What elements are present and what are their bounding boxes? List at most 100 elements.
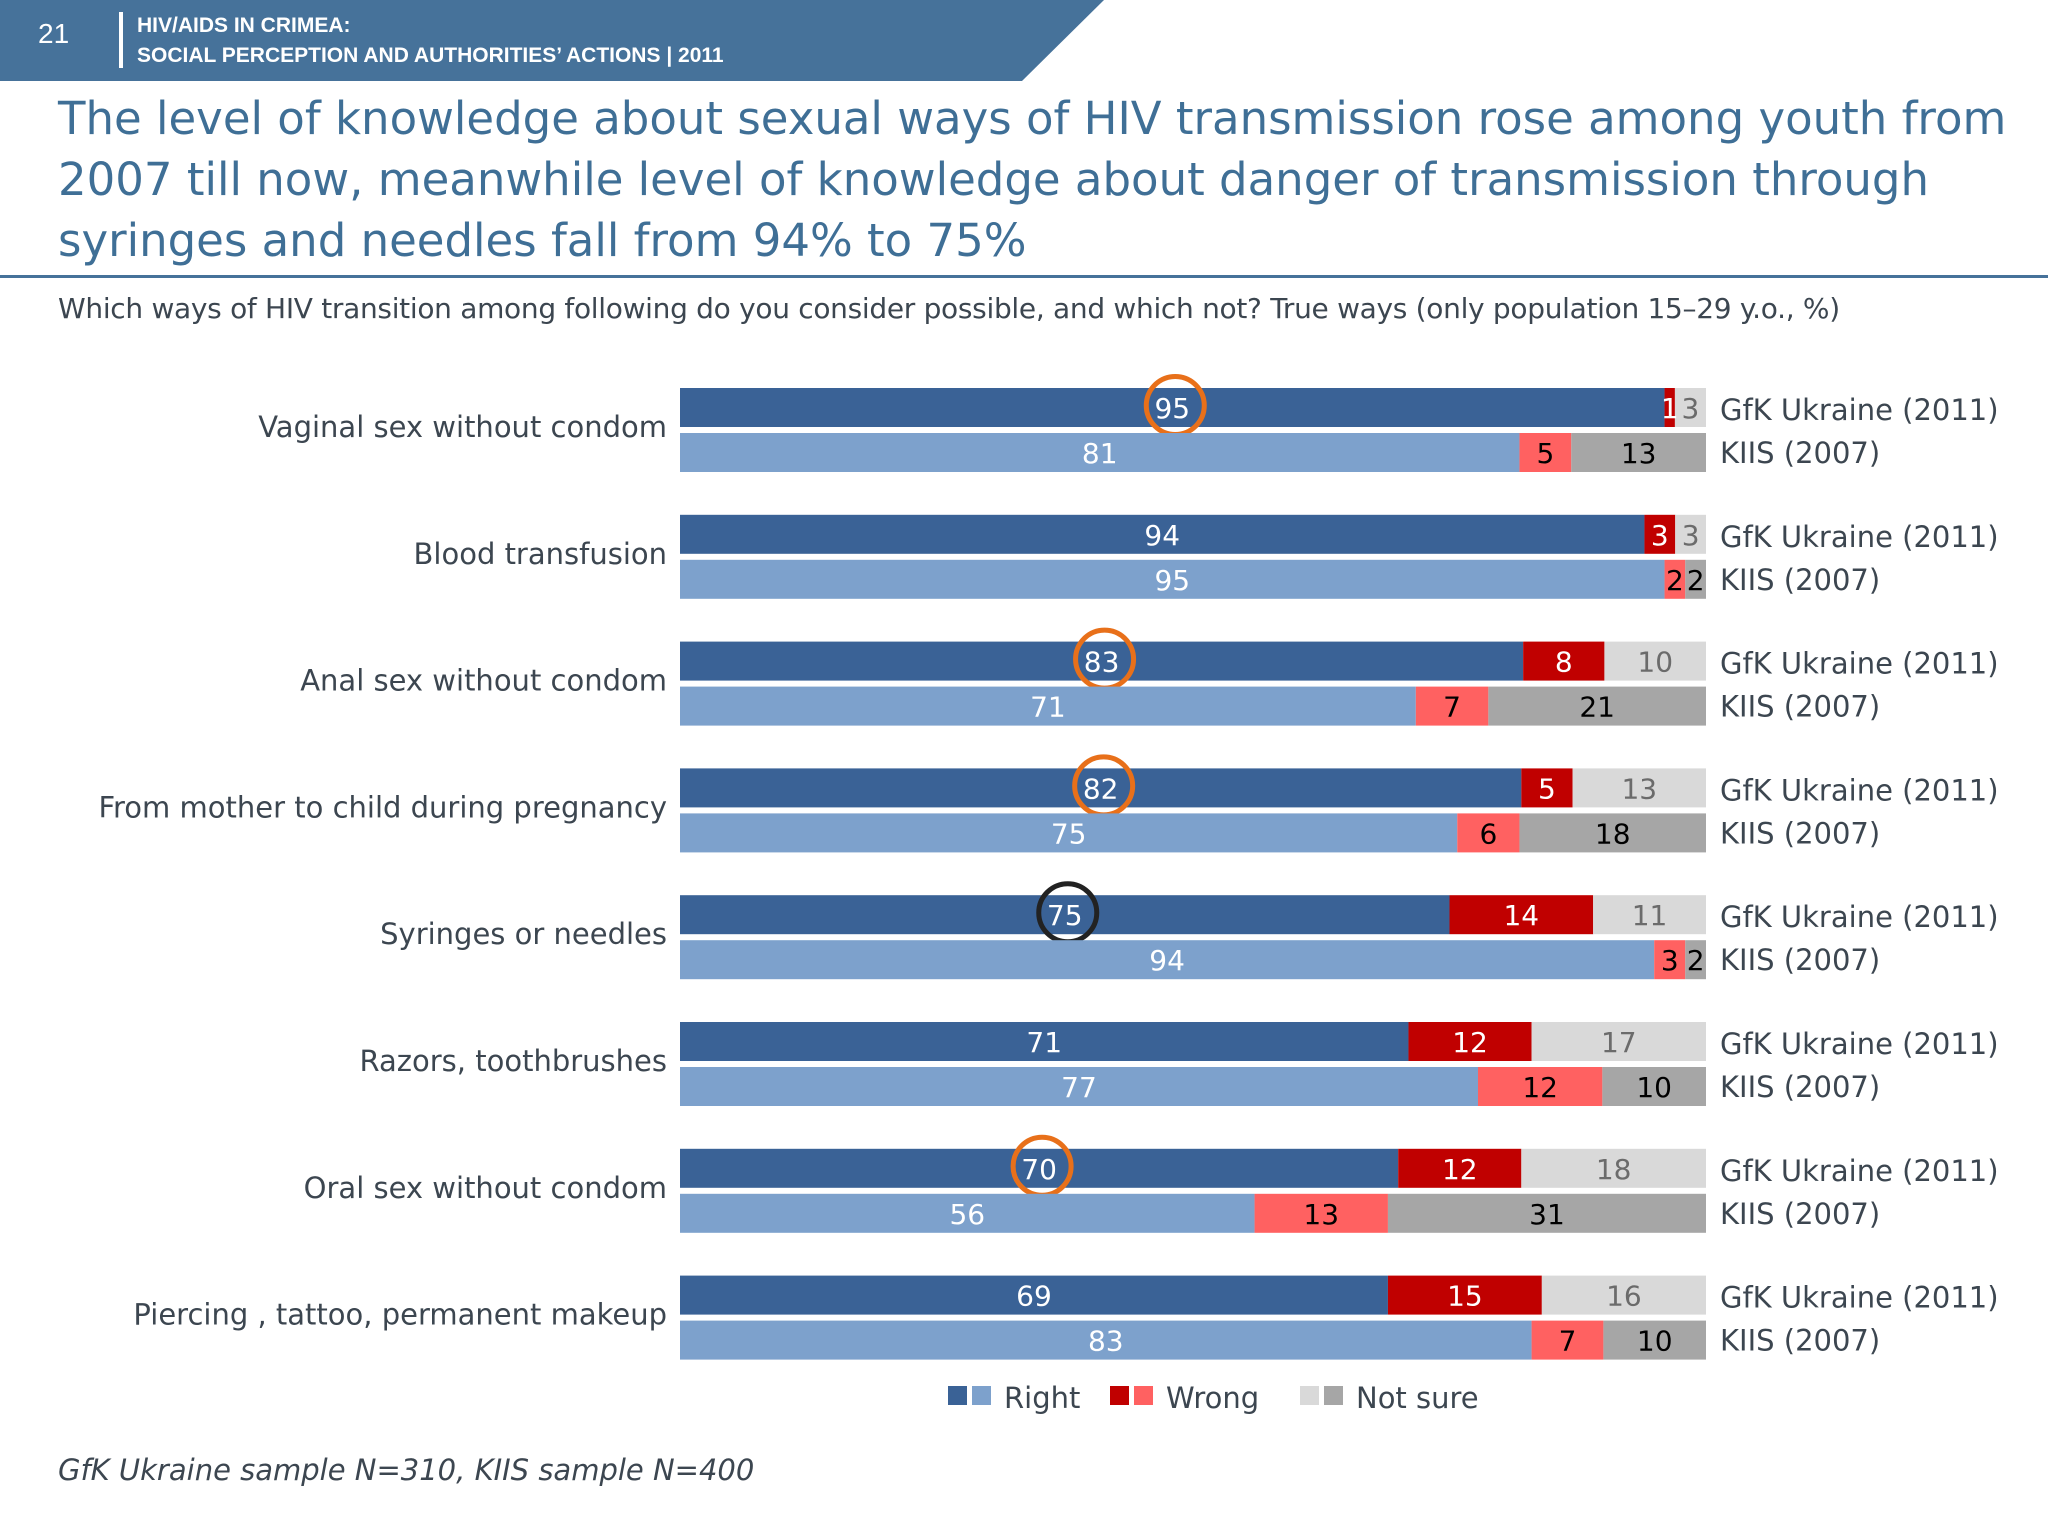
bar-segment-right bbox=[680, 514, 1645, 554]
data-label-wrong: 8 bbox=[1555, 646, 1573, 679]
page-number: 21 bbox=[38, 18, 70, 49]
bar-segment-wrong bbox=[1521, 768, 1573, 808]
data-label-right: 83 bbox=[1084, 646, 1120, 679]
data-label-right: 95 bbox=[1154, 392, 1190, 425]
data-label-wrong: 3 bbox=[1661, 944, 1679, 977]
data-label-wrong: 14 bbox=[1503, 899, 1539, 932]
bar-segment-wrong bbox=[1519, 433, 1572, 472]
series-source-label: GfK Ukraine (2011) bbox=[1720, 1154, 1999, 1188]
series-source-label: KIIS (2007) bbox=[1720, 943, 1880, 977]
bar-segment-right bbox=[680, 768, 1522, 808]
series-source-label: KIIS (2007) bbox=[1720, 1070, 1880, 1104]
data-label-not-sure: 10 bbox=[1637, 1325, 1673, 1358]
category-label: Vaginal sex without condom bbox=[258, 410, 667, 444]
bar-segment-wrong bbox=[1654, 940, 1686, 980]
data-label-right: 94 bbox=[1144, 519, 1180, 552]
data-label-wrong: 7 bbox=[1559, 1325, 1577, 1358]
data-label-not-sure: 18 bbox=[1596, 1153, 1632, 1186]
series-source-label: KIIS (2007) bbox=[1720, 1324, 1880, 1358]
header-divider bbox=[119, 12, 123, 68]
series-source-label: KIIS (2007) bbox=[1720, 436, 1880, 470]
data-label-not-sure: 13 bbox=[1621, 437, 1657, 470]
data-label-right: 69 bbox=[1016, 1280, 1052, 1313]
data-label-right: 82 bbox=[1083, 772, 1119, 805]
data-label-right: 95 bbox=[1154, 564, 1190, 597]
bar-segment-wrong bbox=[1664, 388, 1675, 427]
data-label-wrong: 1 bbox=[1661, 392, 1679, 425]
bar-segment-right bbox=[680, 433, 1520, 472]
legend-label-wrong: Wrong bbox=[1166, 1381, 1259, 1415]
bar-segment-right bbox=[680, 940, 1655, 980]
data-label-wrong: 2 bbox=[1666, 564, 1684, 597]
bar-segment-wrong bbox=[1478, 1067, 1603, 1106]
data-label-not-sure: 16 bbox=[1606, 1280, 1642, 1313]
data-label-not-sure: 10 bbox=[1637, 646, 1673, 679]
bar-segment-right bbox=[680, 1148, 1399, 1188]
legend-label-right: Right bbox=[1004, 1381, 1080, 1415]
series-source-label: GfK Ukraine (2011) bbox=[1720, 900, 1999, 934]
data-label-wrong: 15 bbox=[1447, 1280, 1483, 1313]
legend-swatch-not-sure bbox=[1324, 1386, 1343, 1405]
bar-segment-not-sure bbox=[1602, 1067, 1706, 1106]
data-label-wrong: 5 bbox=[1538, 772, 1556, 805]
bar-segment-not-sure bbox=[1541, 1275, 1706, 1315]
category-label: Syringes or needles bbox=[380, 917, 667, 951]
bar-segment-wrong bbox=[1457, 813, 1520, 853]
data-label-not-sure: 13 bbox=[1621, 772, 1657, 805]
header-title-line2: SOCIAL PERCEPTION AND AUTHORITIES’ ACTIO… bbox=[137, 44, 724, 67]
data-label-wrong: 3 bbox=[1651, 519, 1669, 552]
bar-segment-not-sure bbox=[1571, 433, 1706, 472]
data-label-right: 83 bbox=[1088, 1325, 1124, 1358]
series-source-label: KIIS (2007) bbox=[1720, 563, 1880, 597]
category-label: Piercing , tattoo, permanent makeup bbox=[133, 1298, 667, 1332]
data-label-right: 56 bbox=[949, 1198, 985, 1231]
bar-segment-right bbox=[680, 1022, 1409, 1061]
data-label-right: 81 bbox=[1082, 437, 1118, 470]
series-source-label: GfK Ukraine (2011) bbox=[1720, 1027, 1999, 1061]
legend-swatch-wrong bbox=[1134, 1386, 1153, 1405]
bar-segment-right bbox=[680, 641, 1524, 681]
category-label: From mother to child during pregnancy bbox=[98, 790, 667, 824]
data-label-right: 77 bbox=[1061, 1071, 1097, 1104]
bar-segment-not-sure bbox=[1674, 388, 1706, 427]
legend-label-not-sure: Not sure bbox=[1356, 1381, 1479, 1415]
data-label-right: 75 bbox=[1051, 817, 1087, 850]
bar-segment-wrong bbox=[1531, 1320, 1604, 1360]
data-label-right: 75 bbox=[1047, 899, 1083, 932]
series-source-label: GfK Ukraine (2011) bbox=[1720, 647, 1999, 681]
bar-segment-not-sure bbox=[1603, 1320, 1706, 1360]
data-label-wrong: 5 bbox=[1536, 437, 1554, 470]
series-source-label: KIIS (2007) bbox=[1720, 690, 1880, 724]
bar-segment-right bbox=[680, 895, 1450, 935]
bar-segment-not-sure bbox=[1675, 514, 1706, 554]
legend-swatch-wrong bbox=[1110, 1386, 1129, 1405]
bar-segment-not-sure bbox=[1685, 940, 1706, 980]
bar-segment-not-sure bbox=[1593, 895, 1706, 935]
series-source-label: GfK Ukraine (2011) bbox=[1720, 773, 1999, 807]
data-label-not-sure: 2 bbox=[1687, 564, 1705, 597]
bar-segment-wrong bbox=[1523, 641, 1605, 681]
data-label-not-sure: 2 bbox=[1687, 944, 1705, 977]
bar-segment-right bbox=[680, 1193, 1255, 1233]
bar-segment-not-sure bbox=[1531, 1022, 1706, 1061]
data-label-wrong: 12 bbox=[1522, 1071, 1558, 1104]
data-label-not-sure: 11 bbox=[1632, 899, 1668, 932]
footnote: GfK Ukraine sample N=310, KIIS sample N=… bbox=[58, 1453, 755, 1487]
bar-segment-not-sure bbox=[1519, 813, 1706, 853]
bar-segment-right bbox=[680, 1275, 1388, 1315]
bar-segment-not-sure bbox=[1387, 1193, 1706, 1233]
data-label-right: 94 bbox=[1149, 944, 1185, 977]
data-label-not-sure: 18 bbox=[1595, 817, 1631, 850]
series-source-label: KIIS (2007) bbox=[1720, 1197, 1880, 1231]
data-label-wrong: 12 bbox=[1442, 1153, 1478, 1186]
category-label: Oral sex without condom bbox=[304, 1171, 667, 1205]
series-source-label: KIIS (2007) bbox=[1720, 816, 1880, 850]
category-label: Blood transfusion bbox=[414, 537, 668, 571]
bar-segment-wrong bbox=[1644, 514, 1676, 554]
chart-question: Which ways of HIV transition among follo… bbox=[58, 292, 1840, 325]
slide-title: The level of knowledge about sexual ways… bbox=[58, 92, 2007, 267]
data-label-not-sure: 3 bbox=[1682, 392, 1700, 425]
bar-segment-wrong bbox=[1398, 1148, 1522, 1188]
data-label-not-sure: 21 bbox=[1579, 691, 1615, 724]
